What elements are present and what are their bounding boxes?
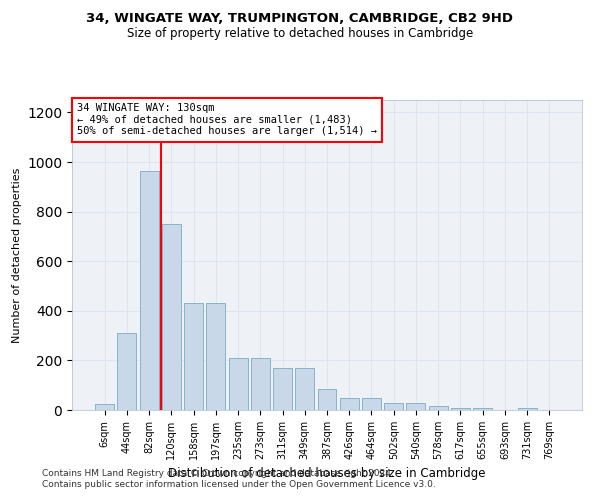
X-axis label: Distribution of detached houses by size in Cambridge: Distribution of detached houses by size … [168,468,486,480]
Bar [429,406,448,410]
Bar [95,404,114,410]
Bar [229,358,248,410]
Text: 34 WINGATE WAY: 130sqm
← 49% of detached houses are smaller (1,483)
50% of semi-: 34 WINGATE WAY: 130sqm ← 49% of detached… [77,103,377,136]
Bar [273,368,292,410]
Bar [162,224,181,410]
Bar [362,398,381,410]
Bar [518,408,536,410]
Bar [184,304,203,410]
Bar [140,170,158,410]
Text: Contains HM Land Registry data © Crown copyright and database right 2024.: Contains HM Land Registry data © Crown c… [42,468,394,477]
Bar [451,408,470,410]
Bar [340,398,359,410]
Bar [295,368,314,410]
Text: Contains public sector information licensed under the Open Government Licence v3: Contains public sector information licen… [42,480,436,489]
Text: 34, WINGATE WAY, TRUMPINGTON, CAMBRIDGE, CB2 9HD: 34, WINGATE WAY, TRUMPINGTON, CAMBRIDGE,… [86,12,514,26]
Bar [251,358,270,410]
Bar [473,408,492,410]
Bar [406,402,425,410]
Y-axis label: Number of detached properties: Number of detached properties [11,168,22,342]
Bar [206,304,225,410]
Text: Size of property relative to detached houses in Cambridge: Size of property relative to detached ho… [127,28,473,40]
Bar [118,333,136,410]
Bar [384,402,403,410]
Bar [317,389,337,410]
